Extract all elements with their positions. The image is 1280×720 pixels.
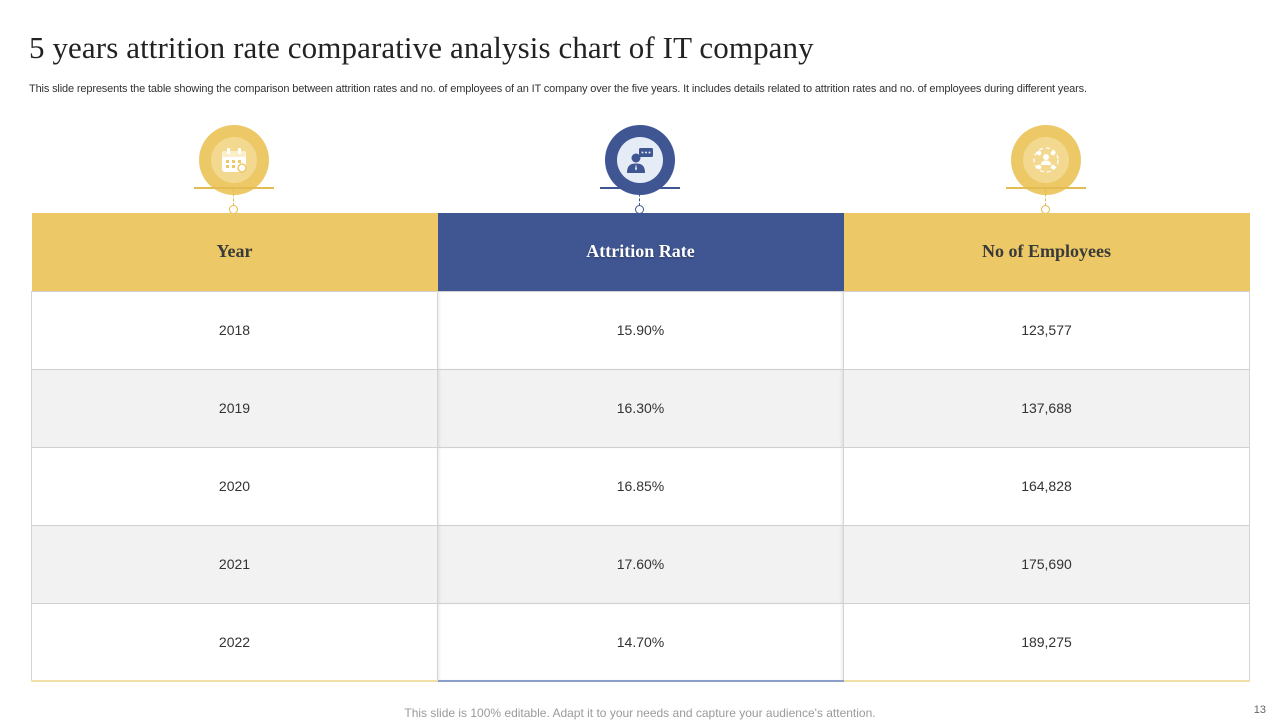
page-number: 13	[1253, 704, 1266, 716]
employees-cell: 123,577	[843, 290, 1250, 369]
year-cell: 2021	[31, 524, 438, 603]
year-cell: 2020	[31, 446, 438, 525]
attrition-rate-cell: 16.30%	[437, 368, 844, 447]
table-header-row: Year Attrition Rate No of Employees	[31, 213, 1250, 291]
header-no-of-employees: No of Employees	[843, 213, 1250, 291]
attrition-rate-cell: 16.85%	[437, 446, 844, 525]
employees-cell: 175,690	[843, 524, 1250, 603]
calendar-icon	[222, 148, 247, 173]
slide-title: 5 years attrition rate comparative analy…	[29, 30, 814, 65]
attrition-rate-cell: 17.60%	[437, 524, 844, 603]
year-icon-badge	[194, 125, 274, 215]
slide-footer-note: This slide is 100% editable. Adapt it to…	[404, 706, 876, 720]
employees-cell: 164,828	[843, 446, 1250, 525]
year-cell: 2022	[31, 602, 438, 682]
table-row: 2022 14.70% 189,275	[31, 602, 1250, 682]
person-message-icon	[627, 148, 653, 173]
team-network-icon	[1033, 147, 1059, 173]
table-row: 2021 17.60% 175,690	[31, 524, 1250, 603]
year-cell: 2018	[31, 290, 438, 369]
table-row: 2019 16.30% 137,688	[31, 368, 1250, 447]
attrition-table: Year Attrition Rate No of Employees 2018…	[31, 213, 1250, 682]
table-row: 2018 15.90% 123,577	[31, 290, 1250, 369]
attrition-rate-cell: 14.70%	[437, 602, 844, 682]
table-row: 2020 16.85% 164,828	[31, 446, 1250, 525]
year-cell: 2019	[31, 368, 438, 447]
employees-cell: 137,688	[843, 368, 1250, 447]
header-attrition-rate: Attrition Rate	[437, 213, 844, 291]
employees-cell: 189,275	[843, 602, 1250, 682]
attrition-icon-badge	[600, 125, 680, 215]
slide-subtitle: This slide represents the table showing …	[29, 83, 1087, 95]
employees-icon-badge	[1006, 125, 1086, 215]
attrition-rate-cell: 15.90%	[437, 290, 844, 369]
header-year: Year	[31, 213, 438, 291]
